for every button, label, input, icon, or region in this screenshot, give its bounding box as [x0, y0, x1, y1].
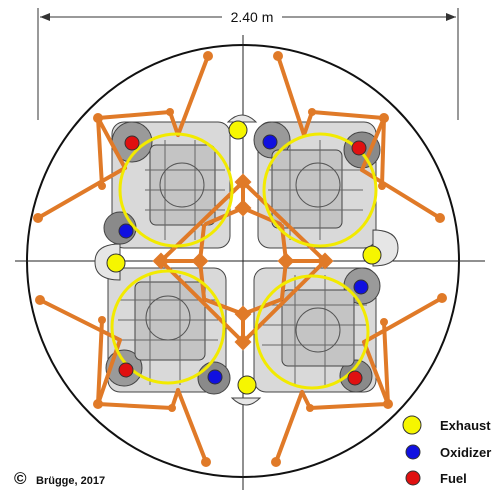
legend-label-fuel: Fuel	[440, 471, 467, 486]
strut-node	[201, 457, 211, 467]
legend-swatch-exhaust	[402, 415, 422, 435]
strut-lower-right-3	[362, 296, 444, 344]
strut-node	[166, 108, 174, 116]
strut-node	[203, 51, 213, 61]
exhaust-port	[362, 245, 382, 265]
legend-label-oxidizer: Oxidizer	[440, 445, 491, 460]
joint-marker-icon	[234, 305, 252, 323]
joint-marker-icon	[316, 252, 334, 270]
exhaust-port	[237, 375, 257, 395]
nozzle-ring-bottom-left	[110, 269, 226, 385]
joint-marker-icon	[234, 199, 252, 217]
exhaust-port	[106, 253, 126, 273]
fuel-port	[124, 135, 140, 151]
strut-lower-right-4	[362, 340, 390, 406]
dimension-arrow-left-icon	[40, 13, 50, 21]
oxidizer-port	[262, 134, 278, 150]
exhaust-port	[228, 120, 248, 140]
legend: Exhaust Oxidizer Fuel	[402, 415, 491, 486]
strut-nodes	[33, 51, 447, 467]
oxidizer-port	[118, 223, 134, 239]
joint-marker-icon	[234, 333, 252, 351]
credit: © Brügge, 2017	[14, 469, 105, 488]
legend-swatch-oxidizer	[405, 444, 421, 460]
strut-lower-left	[96, 318, 180, 410]
strut-node	[98, 182, 106, 190]
strut-upper-right	[302, 110, 386, 188]
strut-node	[437, 293, 447, 303]
nozzle-ring-top-right	[262, 132, 378, 248]
strut-node	[93, 399, 103, 409]
joint-marker-icon	[234, 173, 252, 191]
strut-upper-right-2	[276, 54, 306, 137]
strut-node	[273, 51, 283, 61]
legend-label-exhaust: Exhaust	[440, 418, 491, 433]
nozzle-ring-bottom-right	[254, 274, 370, 390]
strut-upper-right-4	[360, 116, 386, 172]
legend-item-exhaust: Exhaust	[402, 415, 491, 435]
dimension-arrow-right-icon	[446, 13, 456, 21]
strut-upper-left-2	[176, 54, 210, 137]
copyright-symbol: ©	[14, 469, 27, 488]
engine-top-right	[253, 121, 381, 249]
strut-node	[168, 404, 176, 412]
dimension-label-bg	[222, 7, 282, 25]
joint-marker-icon	[277, 252, 295, 270]
oxidizer-port	[207, 369, 223, 385]
strut-node	[380, 318, 388, 326]
center-crosshair	[15, 35, 485, 490]
dimension-indicator: 2.40 m	[37, 7, 459, 120]
strut-node	[35, 295, 45, 305]
strut-node	[308, 108, 316, 116]
legend-swatch-fuel	[405, 470, 421, 486]
fuel-port	[347, 370, 363, 386]
strut-lower-right	[300, 320, 390, 410]
strut-lower-left-2	[176, 388, 208, 464]
engine-bottom-left	[105, 267, 231, 395]
strut-node	[33, 213, 43, 223]
joint-marker-icon	[191, 252, 209, 270]
strut-node	[435, 213, 445, 223]
engine-machinery	[94, 114, 399, 406]
legend-item-fuel: Fuel	[405, 470, 467, 486]
fuel-port	[118, 362, 134, 378]
fuel-port	[351, 140, 367, 156]
strut-node	[306, 404, 314, 412]
port-markers	[106, 120, 382, 395]
joint-marker-icon	[152, 252, 170, 270]
strut-node	[378, 182, 386, 190]
nozzle-ring-top-left	[118, 132, 234, 248]
dimension-label: 2.40 m	[231, 9, 274, 25]
strut-upper-left	[96, 110, 180, 188]
strut-lower-left-3	[38, 298, 122, 342]
credit-text: Brügge, 2017	[36, 475, 105, 487]
legend-item-oxidizer: Oxidizer	[405, 444, 491, 460]
engine-nozzle-rings	[110, 132, 378, 390]
strut-lower-right-2	[274, 390, 304, 464]
strut-node	[93, 113, 103, 123]
oxidizer-port	[353, 279, 369, 295]
strut-upper-left-3	[36, 166, 127, 220]
strut-node	[271, 457, 281, 467]
inner-joint-markers	[152, 173, 334, 351]
strut-upper-left-4	[96, 116, 127, 170]
strut-node	[98, 316, 106, 324]
strut-node	[379, 113, 389, 123]
strut-node	[383, 399, 393, 409]
